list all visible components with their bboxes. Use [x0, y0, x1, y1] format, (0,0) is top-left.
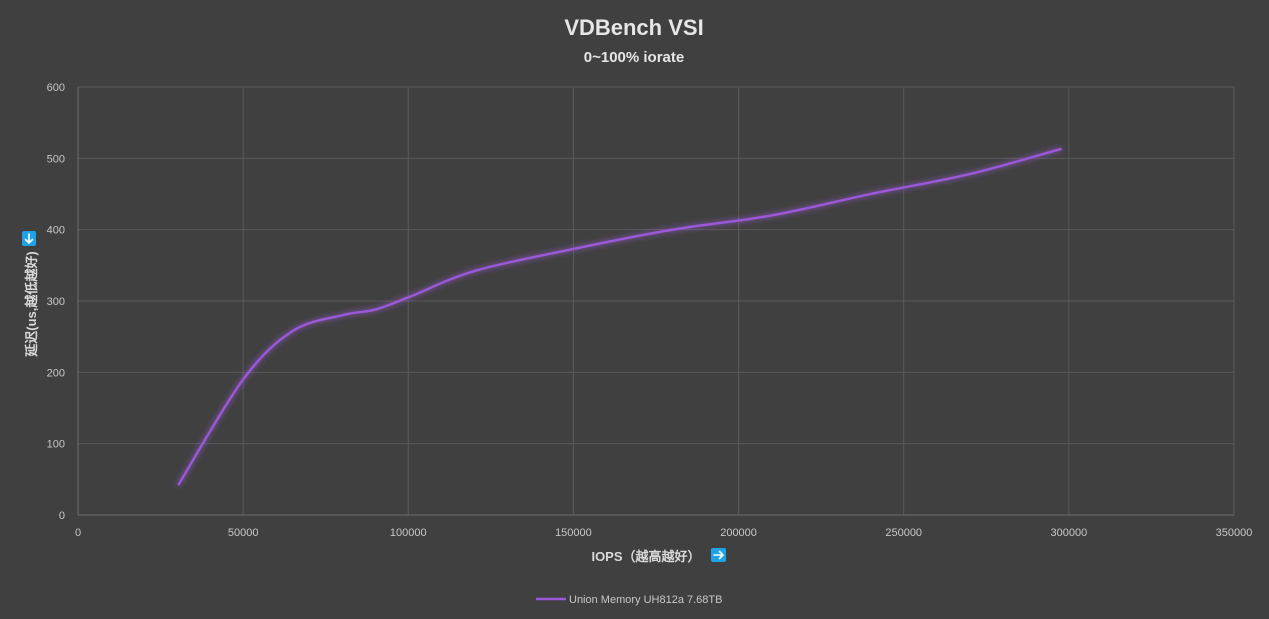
arrow-right-icon: [711, 548, 726, 562]
x-tick-labels: 0 50000 100000 150000 200000 250000 300000 3500…: [75, 527, 1252, 539]
x-tick-label: 350000: [1216, 527, 1253, 539]
y-tick-label: 600: [47, 82, 65, 94]
x-tick-label: 50000: [228, 527, 259, 539]
arrow-down-icon: [22, 231, 36, 246]
x-tick-label: 300000: [1050, 527, 1087, 539]
y-tick-label: 300: [47, 296, 65, 308]
gridlines: [78, 86, 1235, 515]
y-axis-label: 延迟(us,越低越好): [24, 251, 39, 357]
x-tick-label: 250000: [885, 527, 922, 539]
legend-label: Union Memory UH812a 7.68TB: [569, 594, 722, 606]
y-tick-label: 400: [47, 225, 65, 237]
y-tick-label: 0: [59, 510, 65, 522]
y-tick-label: 500: [47, 153, 65, 165]
x-tick-label: 150000: [555, 527, 592, 539]
x-axis-label: IOPS（越高越好）: [591, 549, 700, 564]
y-tick-label: 100: [47, 439, 65, 451]
y-tick-label: 200: [47, 367, 65, 379]
legend: Union Memory UH812a 7.68TB: [536, 594, 722, 606]
x-tick-label: 0: [75, 527, 81, 539]
chart-title: VDBench VSI: [564, 15, 703, 40]
x-tick-label: 200000: [720, 527, 757, 539]
series-line: [177, 147, 1062, 486]
axes: [77, 87, 1234, 516]
x-tick-label: 100000: [390, 527, 427, 539]
chart-subtitle: 0~100% iorate: [584, 49, 684, 66]
series-lines: [177, 147, 1062, 486]
y-tick-labels: 0 100 200 300 400 500 600: [47, 82, 65, 522]
